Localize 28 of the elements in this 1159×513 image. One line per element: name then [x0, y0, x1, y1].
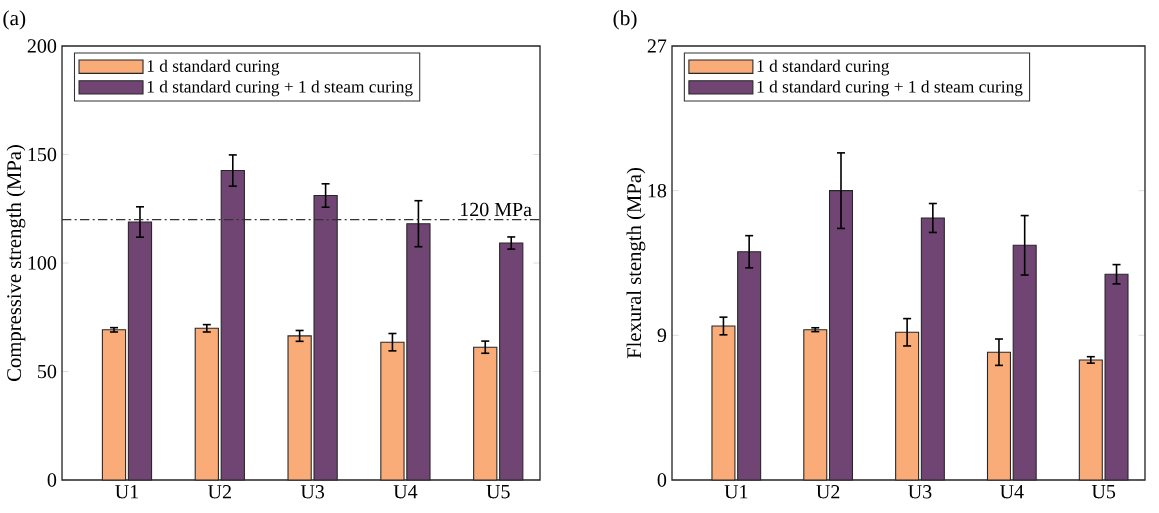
- y-tick-label: 200: [27, 39, 57, 53]
- legend-label: 1 d standard curing + 1 d steam curing: [757, 80, 1023, 97]
- y-axis-title: Flexural stength (MPa): [626, 168, 646, 359]
- chart-title: (a): [3, 10, 26, 30]
- y-tick-label: 0: [657, 473, 667, 487]
- x-tick-label: U3: [300, 485, 325, 499]
- y-tick-label: 150: [28, 147, 57, 162]
- y-tick-label: 18: [648, 183, 667, 198]
- x-tick-label: U1: [724, 485, 748, 499]
- y-tick-label: 100: [28, 256, 57, 270]
- chart-title: (b): [613, 10, 637, 30]
- x-tick-label: U1: [115, 485, 139, 499]
- x-tick-label: U5: [486, 485, 510, 499]
- x-tick-label: U5: [1091, 485, 1116, 499]
- y-tick-label: 50: [38, 364, 57, 379]
- y-axis-title: Compressive strength (MPa): [6, 145, 26, 381]
- legend-label: 1 d standard curing: [757, 59, 890, 76]
- y-tick-label: 0: [47, 473, 57, 487]
- x-tick-label: U3: [908, 485, 932, 499]
- x-tick-label: U2: [208, 485, 231, 499]
- legend-label: 1 d standard curing: [147, 59, 280, 76]
- legend-label: 1 d standard curing + 1 d steam curing: [147, 80, 413, 97]
- ref-line-label: 120 MPa: [461, 202, 532, 217]
- x-tick-label: U4: [393, 485, 418, 499]
- x-tick-label: U4: [1000, 485, 1024, 499]
- y-tick-label: 27: [647, 39, 667, 53]
- x-tick-label: U2: [816, 485, 840, 499]
- y-tick-label: 9: [657, 328, 667, 343]
